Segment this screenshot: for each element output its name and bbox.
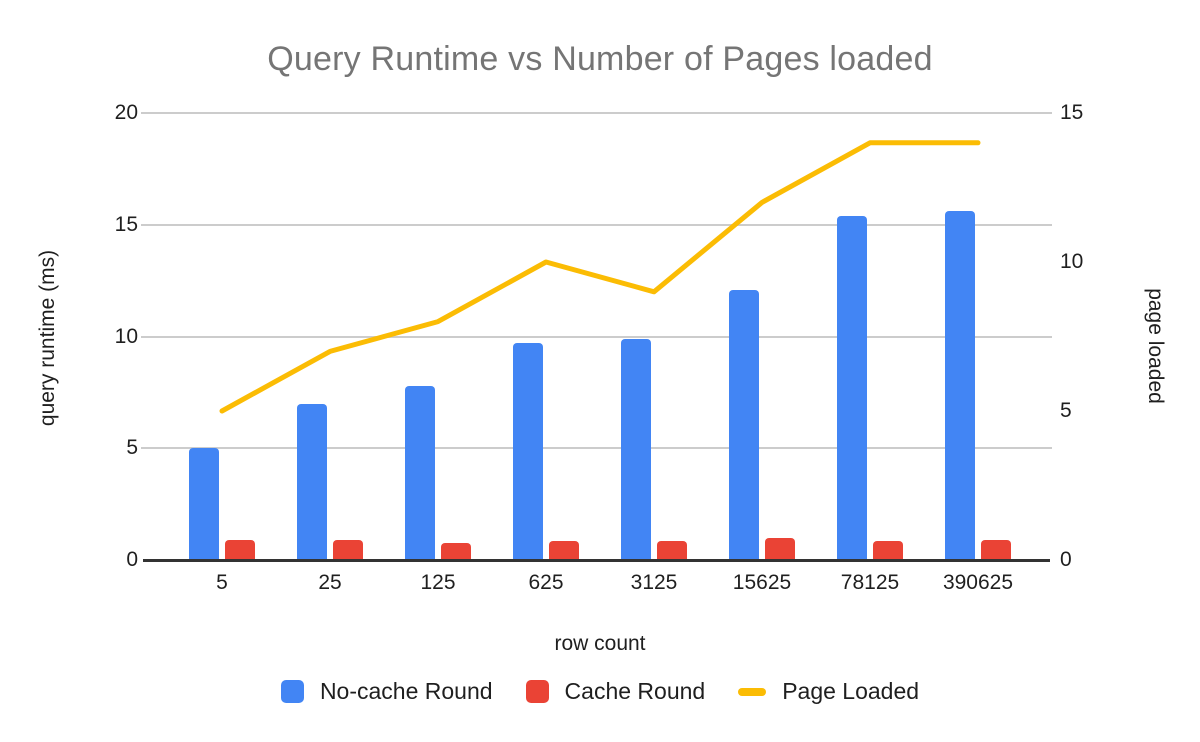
legend-label: No-cache Round bbox=[319, 678, 493, 704]
x-axis-line bbox=[143, 559, 1050, 562]
bar-cache-round bbox=[981, 539, 1011, 560]
y-axis-left-tick bbox=[141, 112, 150, 114]
y-axis-right-tick bbox=[1043, 335, 1052, 338]
bar-cache-round bbox=[441, 543, 471, 560]
y-axis-right-tick bbox=[1043, 112, 1052, 114]
gridline bbox=[150, 223, 1043, 226]
y-axis-right-tick-label: 0 bbox=[1060, 548, 1072, 571]
bar-cache-round bbox=[225, 539, 255, 560]
legend-label: Cache Round bbox=[564, 678, 706, 704]
gridline bbox=[150, 112, 1043, 114]
y-axis-left-tick-label: 20 bbox=[114, 101, 138, 124]
legend-item-page-loaded: Page Loaded bbox=[738, 678, 919, 705]
gridline bbox=[150, 447, 1043, 450]
bar-no-cache-round bbox=[513, 343, 543, 560]
legend-line-swatch-page-loaded bbox=[738, 687, 767, 696]
y-axis-left-tick-label: 10 bbox=[114, 324, 138, 348]
y-axis-left-tick-label: 0 bbox=[126, 548, 138, 571]
y-axis-right-tick bbox=[1043, 223, 1052, 226]
bar-no-cache-round bbox=[945, 211, 975, 560]
y-axis-right-tick-label: 5 bbox=[1060, 399, 1072, 422]
bar-cache-round bbox=[333, 539, 363, 560]
bar-no-cache-round bbox=[837, 215, 867, 560]
legend-swatch-cache-round bbox=[525, 680, 549, 703]
y-axis-left-tick bbox=[141, 447, 150, 450]
x-axis-tick-label: 78125 bbox=[840, 571, 900, 594]
bar-cache-round bbox=[873, 541, 903, 560]
legend-item-no-cache-round: No-cache Round bbox=[280, 678, 493, 705]
legend: No-cache Round Cache Round Page Loaded bbox=[0, 678, 1200, 705]
y-axis-right-tick-label: 15 bbox=[1060, 101, 1084, 124]
y-axis-left-tick-label: 15 bbox=[114, 212, 138, 236]
x-axis-tick-label: 15625 bbox=[732, 571, 792, 594]
x-axis-tick-label: 3125 bbox=[630, 571, 678, 594]
y-axis-left-tick bbox=[141, 335, 150, 338]
bar-no-cache-round bbox=[621, 338, 651, 560]
chart-title: Query Runtime vs Number of Pages loaded bbox=[267, 40, 933, 78]
bar-cache-round bbox=[765, 537, 795, 560]
legend-label: Page Loaded bbox=[782, 678, 920, 704]
gridline bbox=[150, 335, 1043, 338]
x-axis-tick-label: 25 bbox=[318, 571, 342, 594]
bar-cache-round bbox=[549, 541, 579, 560]
x-axis-tick-label: 5 bbox=[216, 571, 228, 594]
legend-item-cache-round: Cache Round bbox=[525, 678, 706, 705]
bar-no-cache-round bbox=[405, 385, 435, 560]
bar-cache-round bbox=[657, 541, 687, 560]
x-axis-tick-label: 125 bbox=[420, 571, 456, 594]
y-axis-left-tick bbox=[141, 223, 150, 226]
bar-no-cache-round bbox=[189, 448, 219, 560]
x-axis-tick-label: 625 bbox=[528, 571, 564, 594]
bar-no-cache-round bbox=[729, 289, 759, 560]
y-axis-right-tick bbox=[1043, 447, 1052, 450]
y-axis-right-tick-label: 10 bbox=[1060, 250, 1084, 273]
legend-swatch-no-cache-round bbox=[280, 680, 304, 703]
bar-no-cache-round bbox=[297, 403, 327, 560]
y-axis-left-tick-label: 5 bbox=[126, 436, 138, 460]
x-axis-tick-label: 390625 bbox=[942, 571, 1014, 594]
x-axis-title: row count bbox=[554, 632, 646, 655]
